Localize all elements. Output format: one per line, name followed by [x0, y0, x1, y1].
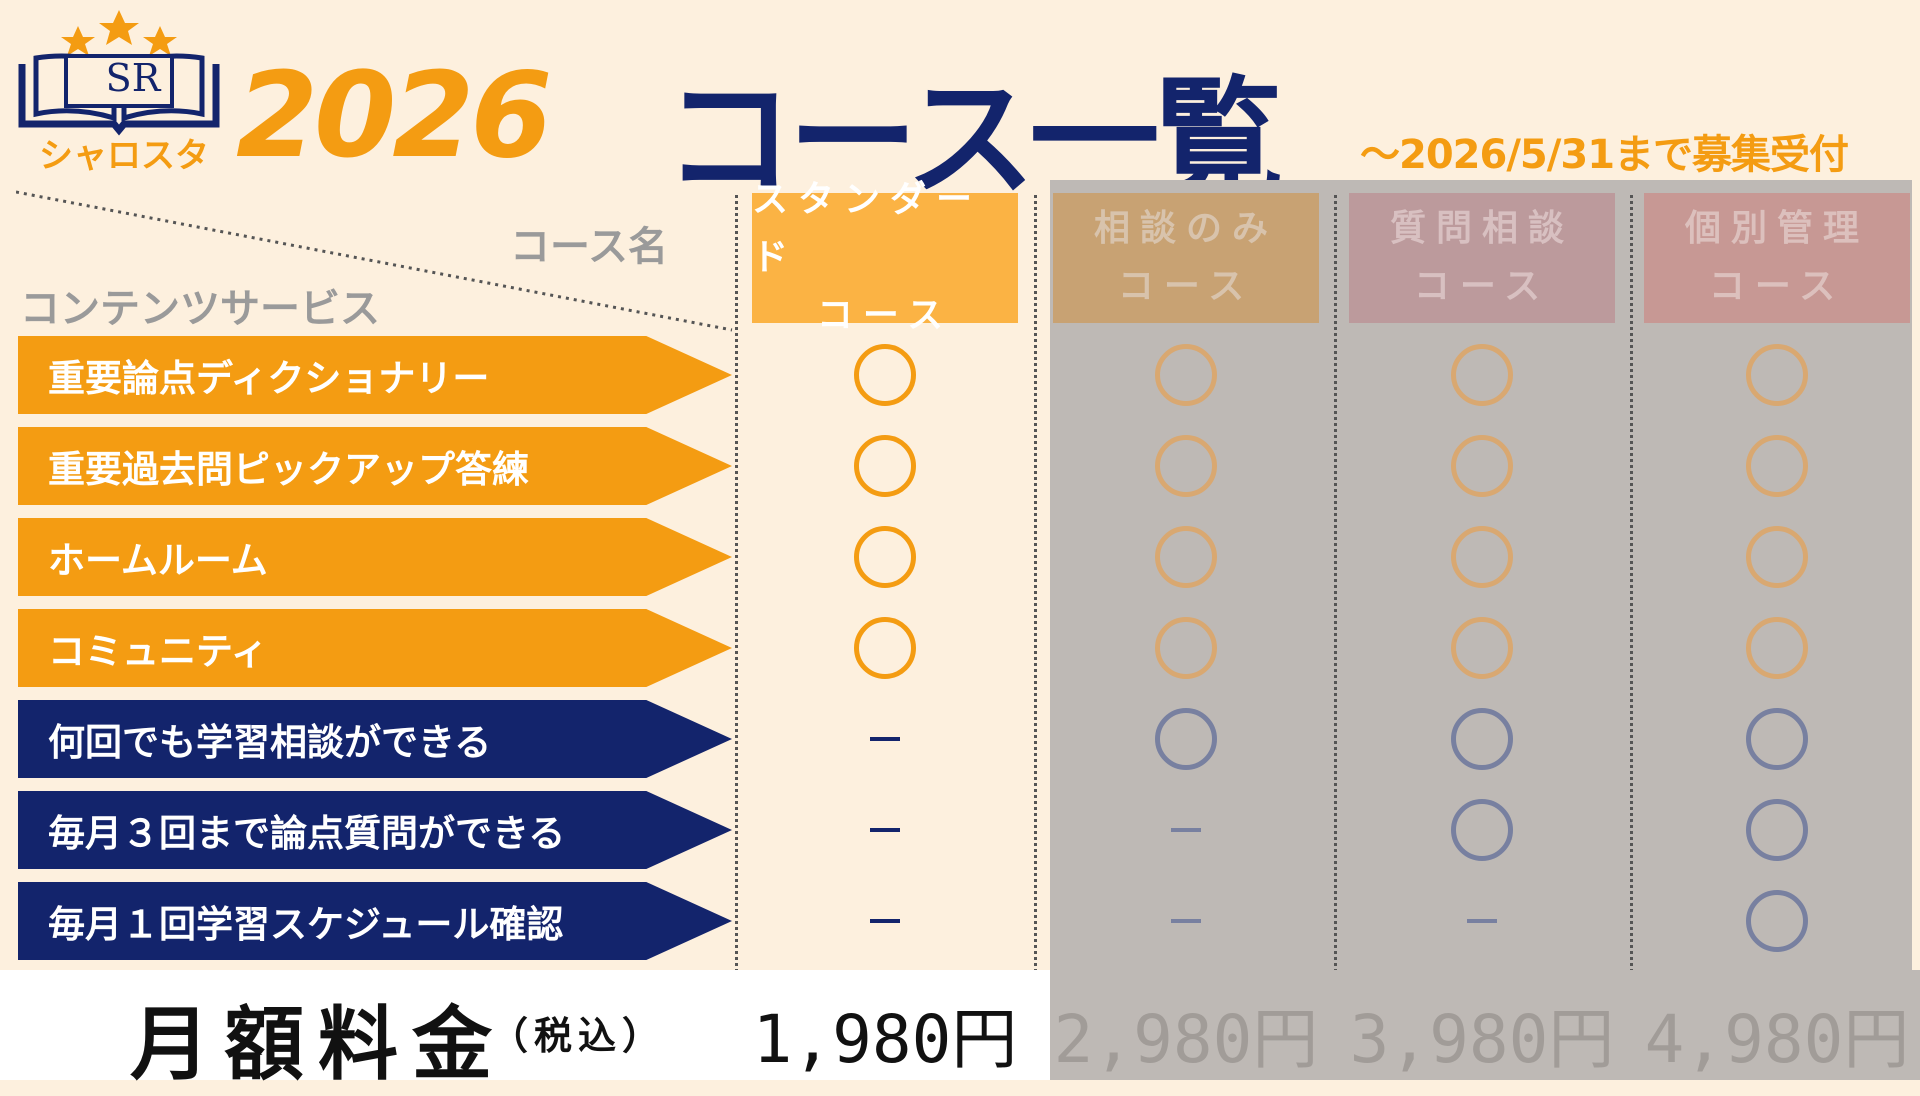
available-circle-mark	[1746, 526, 1808, 588]
available-circle-mark	[1746, 890, 1808, 952]
row-label-schedule-check: 毎月１回学習スケジュール確認	[18, 882, 732, 960]
column-header-individual: 個別管理 コース	[1644, 193, 1910, 323]
row-label-monthly-questions: 毎月３回まで論点質問ができる	[18, 791, 732, 869]
available-circle-mark	[1451, 708, 1513, 770]
unavailable-dash-mark	[1467, 919, 1497, 923]
fee-row-overlay	[1050, 970, 1920, 1080]
row-label-past-questions: 重要過去問ピックアップ答練	[18, 427, 732, 505]
availability-cell	[1053, 609, 1319, 687]
price-consult: 2,980円	[1053, 1001, 1319, 1078]
column-separator	[1334, 195, 1337, 1080]
availability-cell	[1053, 336, 1319, 414]
column-header-line2: コース	[1413, 266, 1551, 307]
column-header-line1: 相談のみ	[1093, 208, 1278, 249]
row-label-dictionary: 重要論点ディクショナリー	[18, 336, 732, 414]
available-circle-mark	[1155, 708, 1217, 770]
row-label-study-consult: 何回でも学習相談ができる	[18, 700, 732, 778]
available-circle-mark	[1746, 799, 1808, 861]
deadline-text: ～2026/5/31まで募集受付	[1360, 132, 1849, 178]
column-separator	[1034, 195, 1037, 1080]
available-circle-mark	[1746, 344, 1808, 406]
availability-cell	[1053, 427, 1319, 505]
available-circle-mark	[1155, 344, 1217, 406]
available-circle-mark	[1155, 435, 1217, 497]
unavailable-dash-mark	[870, 737, 900, 741]
availability-cell	[752, 518, 1018, 596]
availability-cell	[752, 791, 1018, 869]
availability-cell	[1053, 518, 1319, 596]
column-header-consult: 相談のみ コース	[1053, 193, 1319, 323]
column-header-question: 質問相談 コース	[1349, 193, 1615, 323]
availability-cell	[1349, 791, 1615, 869]
unavailable-dash-mark	[870, 919, 900, 923]
available-circle-mark	[854, 526, 916, 588]
unavailable-dash-mark	[1171, 919, 1201, 923]
available-circle-mark	[1451, 617, 1513, 679]
column-header-standard: スタンダード コース	[752, 179, 1018, 336]
content-service-label: コンテンツサービス	[20, 286, 380, 332]
logo-mark: SR	[105, 56, 161, 100]
available-circle-mark	[1746, 617, 1808, 679]
available-circle-mark	[1155, 617, 1217, 679]
availability-cell	[1644, 336, 1910, 414]
unavailable-dash-mark	[870, 828, 900, 832]
availability-cell	[752, 427, 1018, 505]
availability-cell	[1644, 609, 1910, 687]
available-circle-mark	[854, 344, 916, 406]
available-circle-mark	[1451, 799, 1513, 861]
availability-cell	[1349, 609, 1615, 687]
available-circle-mark	[1155, 526, 1217, 588]
row-label-homeroom: ホームルーム	[18, 518, 732, 596]
availability-cell	[1053, 882, 1319, 960]
column-separator	[735, 195, 738, 1080]
logo-emblem	[18, 10, 220, 136]
year-title: 2026	[236, 46, 552, 184]
available-circle-mark	[1746, 708, 1808, 770]
header-diagonal-divider	[16, 190, 733, 332]
availability-cell	[1053, 700, 1319, 778]
availability-cell	[752, 609, 1018, 687]
available-circle-mark	[854, 435, 916, 497]
column-separator	[1630, 195, 1633, 1080]
row-label-community: コミュニティ	[18, 609, 732, 687]
availability-cell	[1644, 427, 1910, 505]
availability-cell	[1644, 882, 1910, 960]
availability-cell	[1349, 882, 1615, 960]
unavailable-dash-mark	[1171, 828, 1201, 832]
monthly-fee-label: 月額料金	[130, 998, 506, 1091]
column-header-line1: スタンダード	[752, 179, 983, 278]
availability-cell	[1349, 427, 1615, 505]
course-name-label: コース名	[510, 224, 668, 270]
available-circle-mark	[854, 617, 916, 679]
availability-cell	[752, 882, 1018, 960]
availability-cell	[1349, 518, 1615, 596]
available-circle-mark	[1451, 344, 1513, 406]
availability-cell	[1349, 336, 1615, 414]
price-question: 3,980円	[1349, 1001, 1615, 1078]
column-header-line2: コース	[816, 295, 954, 336]
column-header-line1: 質問相談	[1389, 208, 1574, 249]
availability-cell	[752, 700, 1018, 778]
column-header-line1: 個別管理	[1684, 208, 1869, 249]
availability-cell	[752, 336, 1018, 414]
availability-cell	[1053, 791, 1319, 869]
price-individual: 4,980円	[1644, 1001, 1910, 1078]
available-circle-mark	[1746, 435, 1808, 497]
available-circle-mark	[1451, 526, 1513, 588]
logo-text: シャロスタ	[39, 136, 209, 176]
availability-cell	[1349, 700, 1615, 778]
availability-cell	[1644, 700, 1910, 778]
column-header-line2: コース	[1708, 266, 1846, 307]
price-standard: 1,980円	[752, 1001, 1018, 1078]
availability-cell	[1644, 791, 1910, 869]
column-header-line2: コース	[1117, 266, 1255, 307]
availability-cell	[1644, 518, 1910, 596]
tax-included-note: （税込）	[490, 1014, 667, 1058]
available-circle-mark	[1451, 435, 1513, 497]
